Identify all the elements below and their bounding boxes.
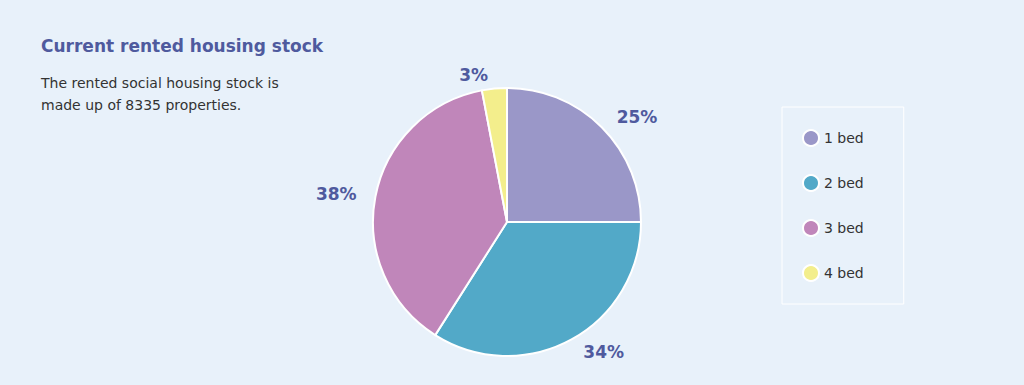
svg-text:Current rented housing stock: Current rented housing stock [41,36,324,56]
svg-text:4 bed: 4 bed [824,265,864,281]
svg-text:3 bed: 3 bed [824,220,864,236]
svg-text:made up of 8335 properties.: made up of 8335 properties. [41,97,241,113]
svg-text:38%: 38% [316,184,357,204]
svg-text:3%: 3% [459,65,488,85]
svg-text:34%: 34% [583,342,624,362]
svg-text:25%: 25% [617,107,658,127]
svg-text:1 bed: 1 bed [824,130,864,146]
svg-text:The rented social housing stoc: The rented social housing stock is [40,75,283,91]
svg-text:2 bed: 2 bed [824,175,864,191]
